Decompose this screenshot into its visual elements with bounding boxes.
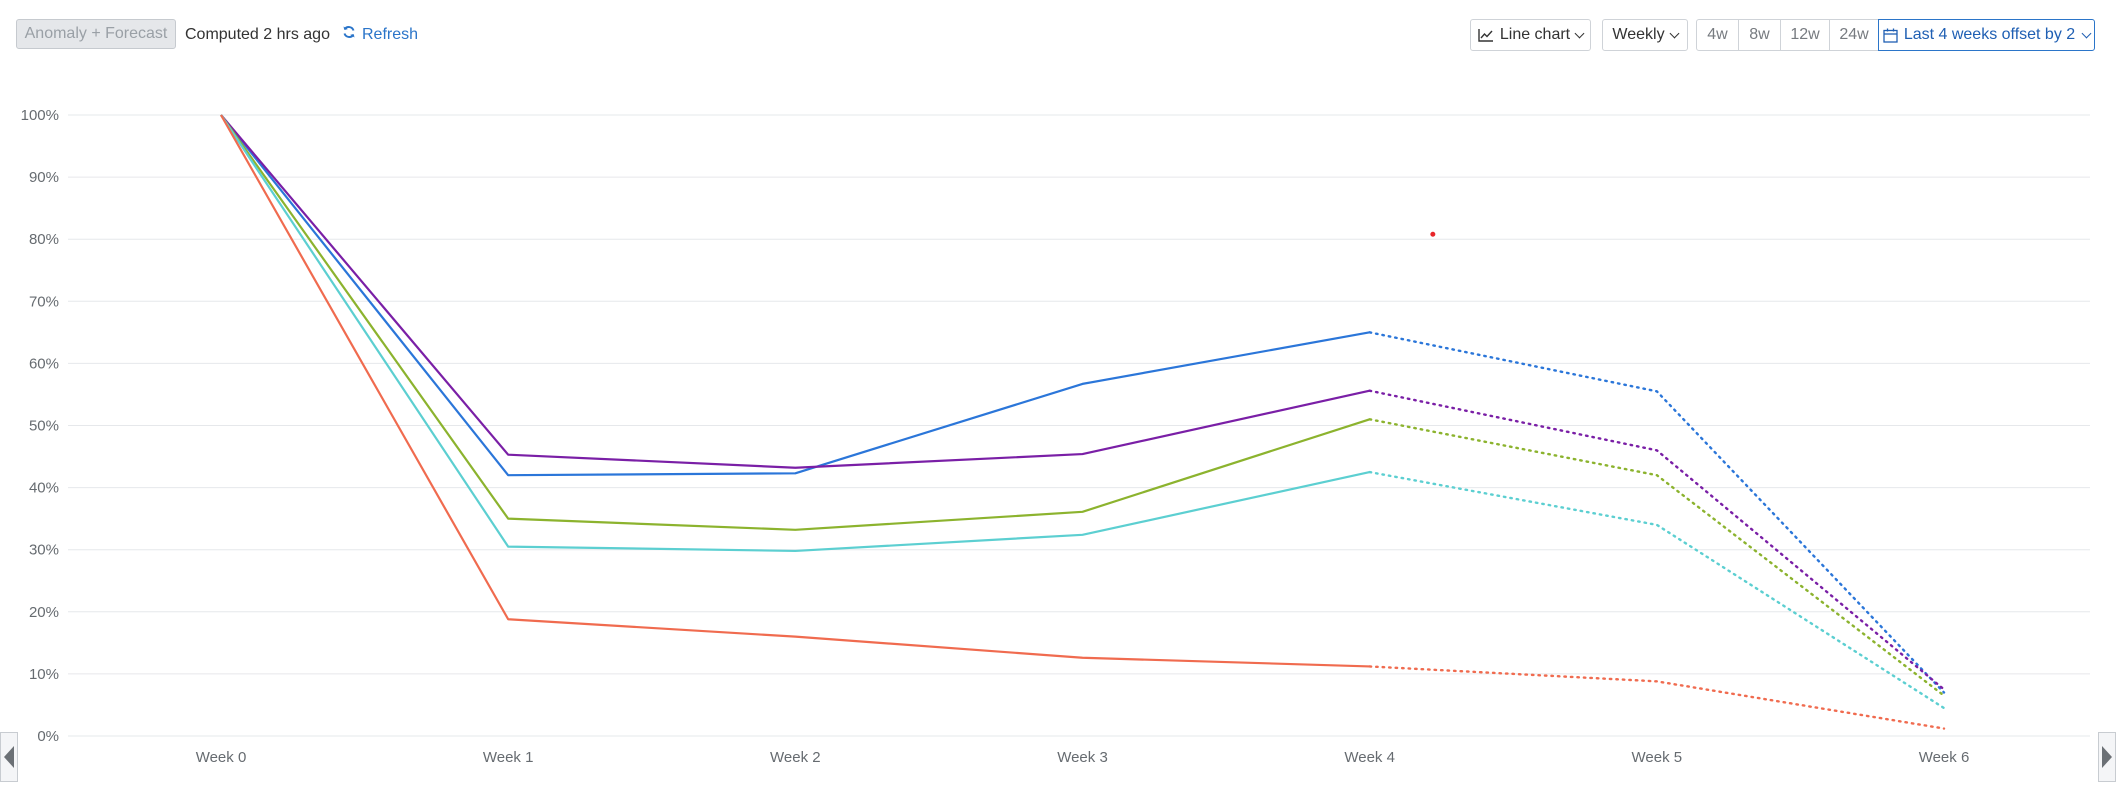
x-tick-label: Week 1 <box>483 749 534 766</box>
anomaly-forecast-label: Anomaly + Forecast <box>24 25 168 42</box>
chevron-down-icon <box>1669 28 1680 38</box>
calendar-icon <box>1883 28 1898 43</box>
chart-canvas: 0% 10% 20% 30% 40% 50% 60% 70% 80% 90% 100% Week 0 W… <box>21 107 2090 766</box>
series-line-actual <box>220 114 1370 477</box>
range-8w-label: 8w <box>1749 26 1770 43</box>
series-line-forecast <box>1368 418 1946 697</box>
custom-date-range-button[interactable]: Last 4 weeks offset by 2 <box>1878 19 2095 51</box>
chevron-down-icon <box>2081 28 2092 38</box>
x-tick-label: Week 2 <box>770 749 821 766</box>
y-tick-label: 0% <box>37 728 59 745</box>
series-line-actual <box>220 114 1370 668</box>
line-chart-icon <box>1478 28 1494 42</box>
series-line-forecast <box>1368 389 1946 691</box>
series-line-actual <box>220 114 1370 553</box>
y-tick-label: 60% <box>29 355 59 372</box>
x-tick-label: Week 3 <box>1057 749 1108 766</box>
scroll-left-button[interactable] <box>0 732 18 782</box>
interval-label: Weekly <box>1612 26 1665 43</box>
y-tick-label: 80% <box>29 231 59 248</box>
x-tick-label: Week 4 <box>1344 749 1395 766</box>
y-tick-label: 70% <box>29 293 59 310</box>
date-range-label: Last 4 weeks offset by 2 <box>1903 26 2076 43</box>
y-tick-label: 90% <box>29 169 59 186</box>
series-line-forecast <box>1368 665 1946 730</box>
anomaly-marker <box>1430 231 1436 237</box>
refresh-icon <box>342 25 356 44</box>
range-4w[interactable]: 4w <box>1696 19 1739 51</box>
range-4w-label: 4w <box>1707 26 1728 43</box>
range-8w[interactable]: 8w <box>1738 19 1781 51</box>
retention-line-chart: 0% 10% 20% 30% 40% 50% 60% 70% 80% 90% 100% Week 0 W… <box>0 70 2122 787</box>
x-tick-label: Week 6 <box>1919 749 1970 766</box>
chevron-left-icon <box>4 746 14 768</box>
computed-status: Computed 2 hrs ago <box>185 26 330 43</box>
range-12w[interactable]: 12w <box>1780 19 1830 51</box>
series-line-forecast <box>1368 470 1946 710</box>
refresh-link[interactable]: Refresh <box>342 25 418 44</box>
series-line-actual <box>220 114 1371 531</box>
interval-dropdown[interactable]: Weekly <box>1602 19 1688 51</box>
date-range-selector: 4w 8w 12w 24w Last 4 weeks offset by 2 <box>1696 19 2095 51</box>
y-tick-label: 40% <box>29 480 59 497</box>
range-12w-label: 12w <box>1790 26 1820 43</box>
chart-toolbar: Anomaly + Forecast Computed 2 hrs ago Re… <box>0 0 2122 70</box>
range-24w-label: 24w <box>1839 26 1869 43</box>
series-line-forecast <box>1368 331 1946 694</box>
chevron-right-icon <box>2102 746 2112 768</box>
refresh-label: Refresh <box>362 25 419 43</box>
chart-type-label: Line chart <box>1499 26 1571 43</box>
chevron-down-icon <box>1574 28 1585 38</box>
anomaly-forecast-button[interactable]: Anomaly + Forecast <box>16 19 176 49</box>
y-tick-label: 100% <box>21 107 59 124</box>
y-tick-label: 50% <box>29 418 59 435</box>
series-line-actual <box>220 114 1370 469</box>
y-tick-label: 30% <box>29 542 59 559</box>
scroll-right-button[interactable] <box>2098 732 2116 782</box>
x-tick-label: Week 0 <box>196 749 247 766</box>
range-24w[interactable]: 24w <box>1829 19 1879 51</box>
x-tick-label: Week 5 <box>1632 749 1683 766</box>
y-tick-label: 20% <box>29 604 59 621</box>
chart-type-dropdown[interactable]: Line chart <box>1470 19 1591 51</box>
y-tick-label: 10% <box>29 666 59 683</box>
